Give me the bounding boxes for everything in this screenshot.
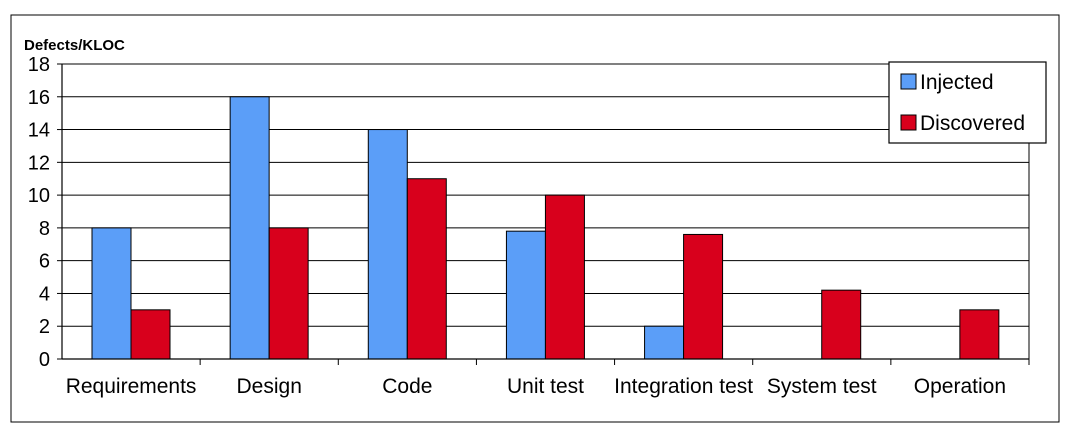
y-axis-label: Defects/KLOC [24,37,125,54]
bar-discovered-integration-test [683,233,724,360]
x-tick-label-requirements: Requirements [66,375,197,398]
y-tick-label-12: 12 [28,152,50,174]
y-tick-label-10: 10 [28,185,50,207]
x-tick-labels: Requirements Design Code Unit test Integrati… [66,375,1006,398]
legend: Injected Discovered [888,61,1047,144]
x-tick-label-operation: Operation [914,375,1006,398]
bar-injected-design [229,96,270,360]
legend-swatch-discovered [900,114,917,131]
y-tick-label-2: 2 [39,316,50,338]
x-tick-label-code: Code [382,375,432,398]
x-tick-label-design: Design [237,375,302,398]
bar-injected-code [367,129,408,360]
y-tick-label-16: 16 [28,87,50,109]
bar-discovered-system-test [821,289,862,360]
gridlines [62,63,1029,327]
bar-discovered-code [406,178,447,360]
bar-injected-unit-test [505,230,546,360]
y-tick-label-18: 18 [28,54,50,76]
y-tick-label-0: 0 [39,349,50,371]
legend-swatch-injected [900,73,917,90]
bar-injected-requirements [91,227,132,360]
x-tick-label-integration-test: Integration test [614,375,753,398]
bars [91,96,1000,360]
bar-discovered-design [268,227,309,360]
bar-discovered-requirements [130,309,171,360]
x-tick-label-system-test: System test [767,375,877,398]
y-tick-label-6: 6 [39,251,50,273]
y-tick-label-8: 8 [39,218,50,240]
x-tick-label-unit-test: Unit test [507,375,584,398]
y-tick-labels: 0 2 4 6 8 10 12 14 16 18 [28,54,50,371]
bar-injected-integration-test [644,325,685,360]
bar-discovered-operation [959,309,1000,360]
y-tick-label-4: 4 [39,283,50,305]
legend-label-discovered: Discovered [920,112,1025,135]
bar-discovered-unit-test [544,194,585,360]
y-tick-label-14: 14 [28,120,50,142]
legend-label-injected: Injected [920,71,994,94]
